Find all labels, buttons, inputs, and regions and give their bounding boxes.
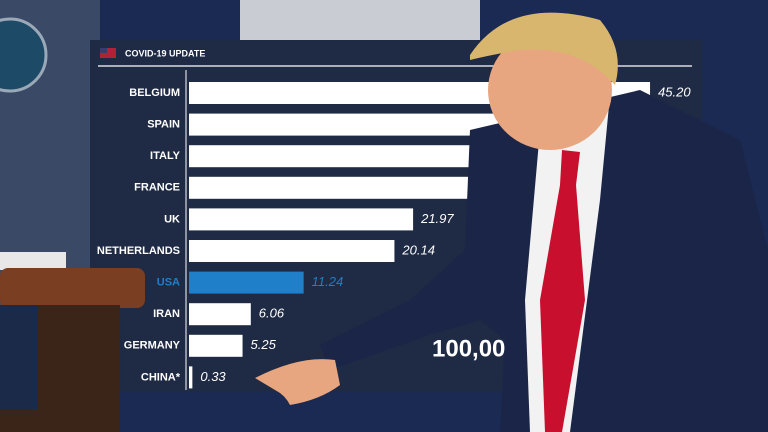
value-label: 0.33	[200, 369, 226, 384]
face	[488, 30, 612, 150]
category-label: IRAN	[153, 308, 180, 320]
bar	[189, 334, 243, 357]
background-screen	[240, 0, 480, 40]
podium-top	[0, 268, 145, 308]
flag-icon	[100, 48, 116, 58]
papers	[0, 252, 66, 270]
bar	[189, 271, 304, 294]
category-label: FRANCE	[134, 182, 180, 194]
annotation: 100,00	[432, 335, 505, 362]
category-label: CHINA*	[141, 371, 181, 383]
bar	[189, 366, 193, 389]
flag-canton	[100, 48, 107, 53]
podium	[0, 252, 145, 432]
category-label: NETHERLANDS	[97, 245, 180, 257]
bar	[189, 208, 414, 231]
hair	[470, 12, 618, 85]
category-label: USA	[157, 277, 180, 289]
value-label: 45.20	[658, 84, 691, 99]
category-label: GERMANY	[124, 340, 181, 352]
value-label: 11.24	[312, 274, 344, 289]
value-label: 5.25	[251, 337, 277, 352]
bar	[189, 303, 251, 326]
value-label: 21.97	[420, 211, 454, 226]
podium-plaque	[0, 305, 38, 410]
value-label: 6.06	[259, 306, 285, 321]
bar	[189, 145, 557, 168]
value-label: 20.14	[401, 242, 435, 257]
seal	[0, 17, 48, 93]
category-label: UK	[164, 213, 180, 225]
hand	[255, 359, 340, 405]
bar	[189, 176, 475, 199]
tie	[540, 150, 585, 432]
bar	[189, 240, 395, 262]
chart-title: COVID-19 UPDATE	[125, 48, 205, 58]
category-label: BELGIUM	[129, 87, 180, 99]
category-label: SPAIN	[147, 119, 180, 131]
category-label: ITALY	[150, 150, 181, 162]
speaker	[255, 12, 768, 432]
